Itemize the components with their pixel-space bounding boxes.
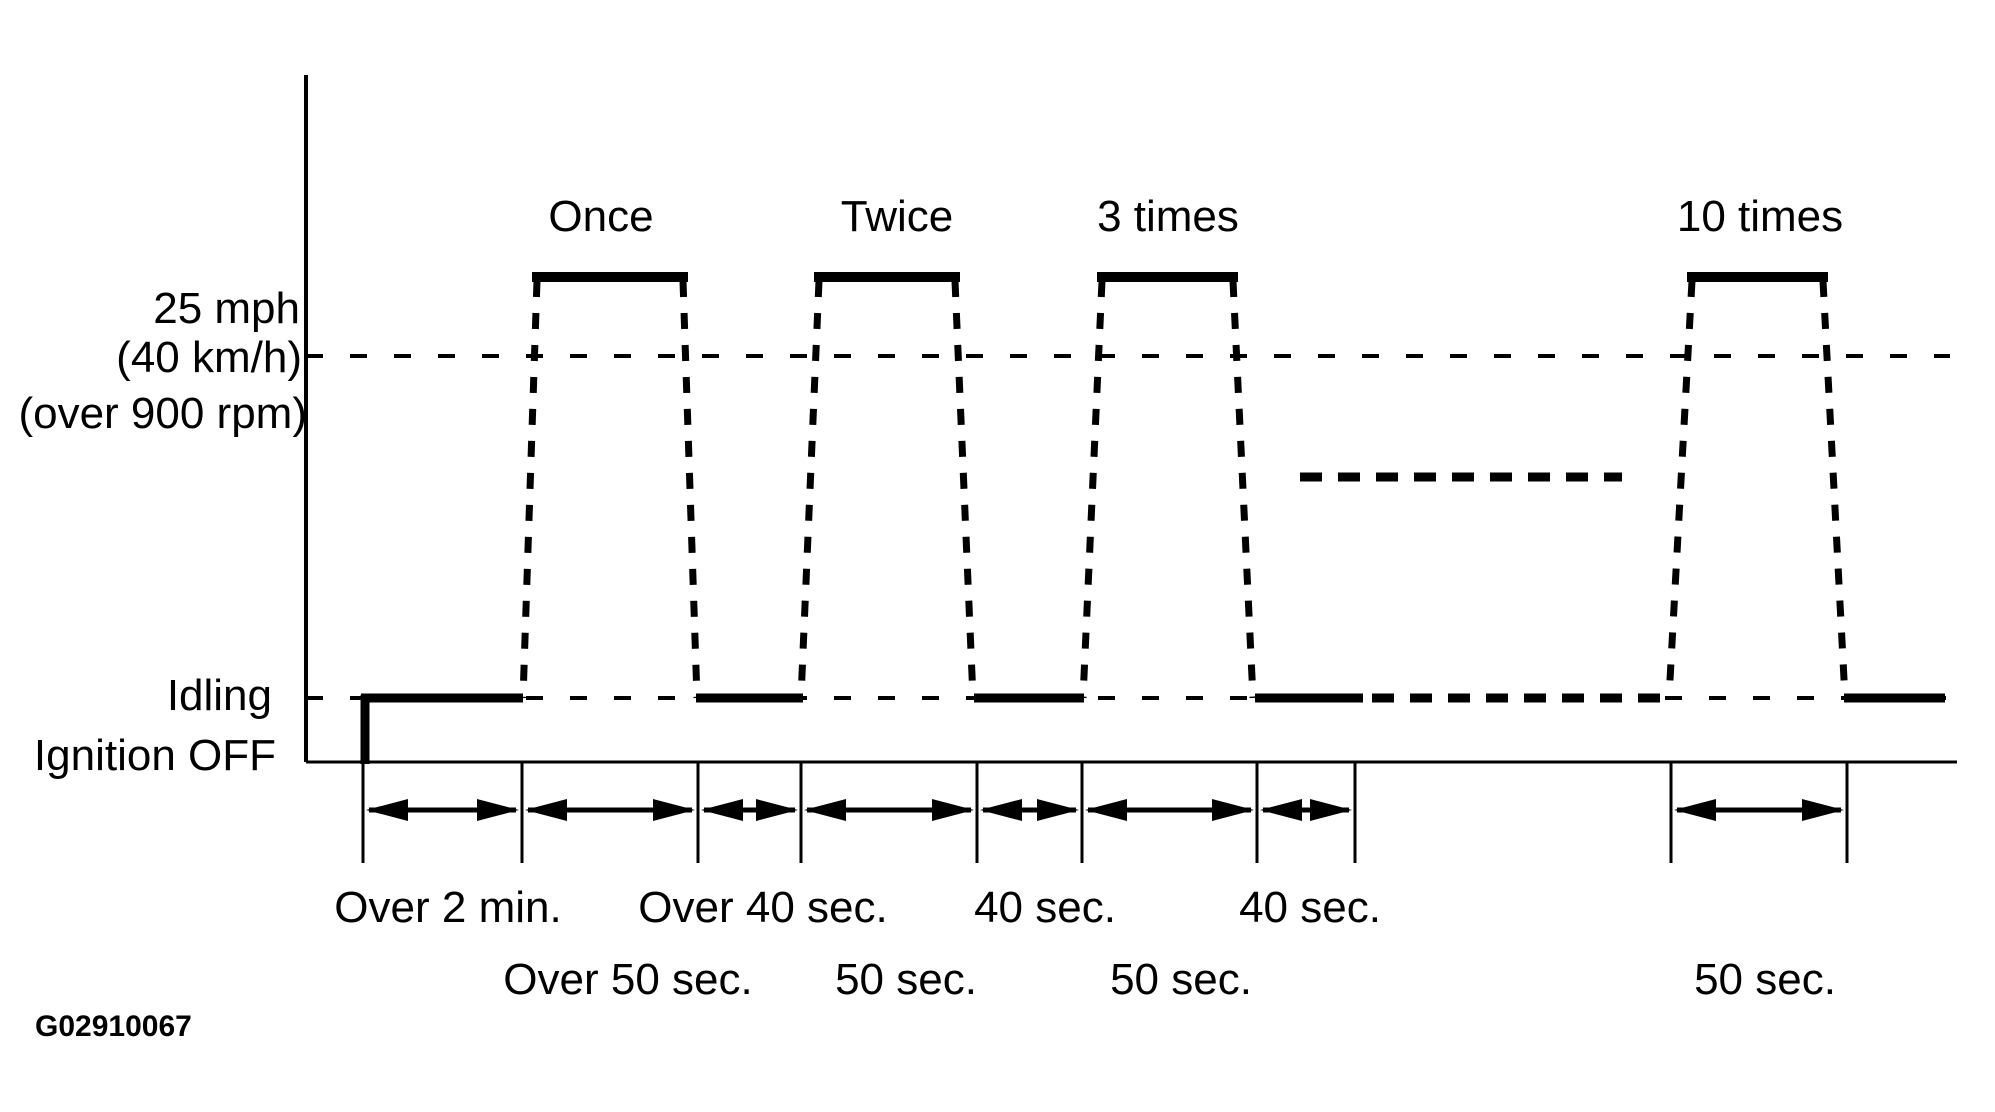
duration-label: Over 50 sec.: [503, 955, 752, 1004]
pulse-count-label: Twice: [841, 192, 953, 241]
idling-label: Idling: [167, 671, 272, 720]
ignition-off-label: Ignition OFF: [34, 731, 276, 780]
duration-label: 50 sec.: [1694, 955, 1836, 1004]
duration-label: 40 sec.: [974, 883, 1116, 932]
speed-label: (over 900 rpm): [18, 389, 307, 438]
pulse-left-ramp: [1079, 280, 1106, 699]
duration-label: Over 2 min.: [334, 883, 561, 932]
pulse-left-ramp: [519, 280, 541, 699]
duration-label: 50 sec.: [1110, 955, 1252, 1004]
arrowhead: [701, 799, 743, 821]
arrowhead: [477, 799, 519, 821]
arrowhead: [1085, 799, 1127, 821]
pulse-left-ramp: [1665, 280, 1696, 699]
pulse-count-label: 10 times: [1677, 192, 1843, 241]
pulse-count-label: Once: [548, 192, 653, 241]
pulse-right-ramp: [951, 280, 977, 699]
arrowhead: [1674, 799, 1716, 821]
pulse-right-ramp: [1819, 280, 1849, 699]
arrowhead: [980, 799, 1022, 821]
duration-label: Over 40 sec.: [638, 883, 887, 932]
arrowhead: [1802, 799, 1844, 821]
pulse-right-ramp: [1229, 280, 1257, 699]
figure-code: G02910067: [35, 1010, 192, 1043]
speed-label: (40 km/h): [116, 333, 302, 382]
arrowhead: [1037, 799, 1079, 821]
pulse-right-ramp: [679, 280, 701, 699]
pulse-left-ramp: [797, 280, 823, 699]
arrowhead: [1212, 799, 1254, 821]
duration-label: 50 sec.: [835, 955, 977, 1004]
speed-label: 25 mph: [153, 284, 300, 333]
arrowhead: [653, 799, 695, 821]
arrowhead: [1310, 799, 1352, 821]
arrowhead: [932, 799, 974, 821]
pulse-count-label: 3 times: [1097, 192, 1239, 241]
duration-label: 40 sec.: [1239, 883, 1381, 932]
arrowhead: [804, 799, 846, 821]
arrowhead: [756, 799, 798, 821]
arrowhead: [525, 799, 567, 821]
arrowhead: [1260, 799, 1302, 821]
arrowhead: [366, 799, 408, 821]
